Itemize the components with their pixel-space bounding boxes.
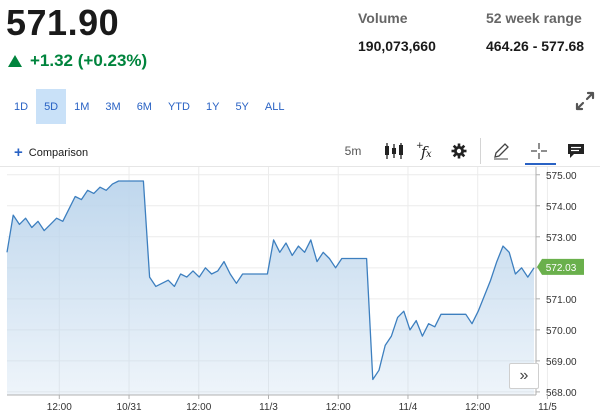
last-price-tag xyxy=(537,258,584,275)
series-line xyxy=(6,180,535,381)
y-tick-label: 569.00 xyxy=(546,357,577,368)
draw-button[interactable] xyxy=(490,136,512,166)
crosshair-button[interactable] xyxy=(527,136,551,166)
x-tick-label: 12:00 xyxy=(186,402,211,413)
scroll-to-latest-button[interactable]: » xyxy=(509,363,539,389)
candlestick-icon xyxy=(385,143,403,159)
gear-icon xyxy=(451,143,467,159)
price-chart[interactable]: 575.00574.00573.00572.00571.00570.00569.… xyxy=(0,167,600,418)
up-arrow-icon xyxy=(8,55,22,67)
range-selector: 1D 5D 1M 3M 6M YTD 1Y 5Y ALL xyxy=(6,89,292,124)
range-button-1m[interactable]: 1M xyxy=(74,100,90,113)
range-button-1y[interactable]: 1Y xyxy=(205,100,220,113)
crosshair-active-indicator xyxy=(525,163,556,165)
crosshair-icon xyxy=(531,143,547,159)
x-tick-label: 12:00 xyxy=(47,402,72,413)
last-price-label: 572.03 xyxy=(546,263,577,274)
range-button-all[interactable]: ALL xyxy=(264,100,285,113)
last-price: 571.90 xyxy=(6,2,120,43)
range-button-5y[interactable]: 5Y xyxy=(235,100,249,113)
y-tick-label: 571.00 xyxy=(546,295,577,306)
indicators-button[interactable]: f x + xyxy=(414,136,436,166)
chart-type-button[interactable] xyxy=(383,136,405,166)
y-tick-label: 570.00 xyxy=(546,326,577,337)
volume-value: 190,073,660 xyxy=(358,38,436,54)
range-button-5d[interactable]: 5D xyxy=(36,89,67,124)
price-change: +1.32 (+0.23%) xyxy=(8,51,147,71)
double-chevron-right-icon: » xyxy=(519,367,529,384)
range-button-6m[interactable]: 6M xyxy=(136,100,152,113)
expand-icon xyxy=(575,91,595,111)
expand-chart-button[interactable] xyxy=(574,90,596,112)
function-icon: f x + xyxy=(416,141,432,161)
x-tick-label: 10/31 xyxy=(117,402,142,413)
week-range-value: 464.26 - 577.68 xyxy=(486,38,585,54)
interval-selector[interactable]: 5m xyxy=(344,144,362,158)
pencil-icon xyxy=(494,143,509,160)
x-tick-label: 11/4 xyxy=(399,402,418,413)
svg-text:x: x xyxy=(426,149,432,160)
series-area xyxy=(7,181,534,395)
range-button-1d[interactable]: 1D xyxy=(14,100,29,113)
y-tick-label: 573.00 xyxy=(546,233,577,244)
y-tick-label: 568.00 xyxy=(546,388,577,399)
comparison-label: Comparison xyxy=(28,146,89,159)
svg-text:f: f xyxy=(420,143,429,161)
toolbar-rule xyxy=(0,166,600,167)
toolbar-divider xyxy=(480,138,481,164)
annotation-button[interactable] xyxy=(565,136,587,166)
y-tick-label: 575.00 xyxy=(546,171,577,182)
comment-icon xyxy=(568,144,584,158)
svg-text:+: + xyxy=(416,141,424,151)
settings-button[interactable] xyxy=(449,136,469,166)
x-tick-label: 11/5 xyxy=(538,402,557,413)
x-tick-label: 12:00 xyxy=(326,402,351,413)
x-tick-label: 11/3 xyxy=(259,402,278,413)
range-button-3m[interactable]: 3M xyxy=(105,100,121,113)
range-button-ytd[interactable]: YTD xyxy=(167,100,190,113)
price-change-text: +1.32 (+0.23%) xyxy=(30,51,148,70)
week-range-label: 52 week range xyxy=(486,10,582,26)
y-tick-label: 574.00 xyxy=(546,202,577,213)
plus-icon: + xyxy=(14,144,23,161)
x-tick-label: 12:00 xyxy=(465,402,490,413)
volume-label: Volume xyxy=(358,10,408,26)
comparison-button[interactable]: + Comparison xyxy=(14,144,88,161)
